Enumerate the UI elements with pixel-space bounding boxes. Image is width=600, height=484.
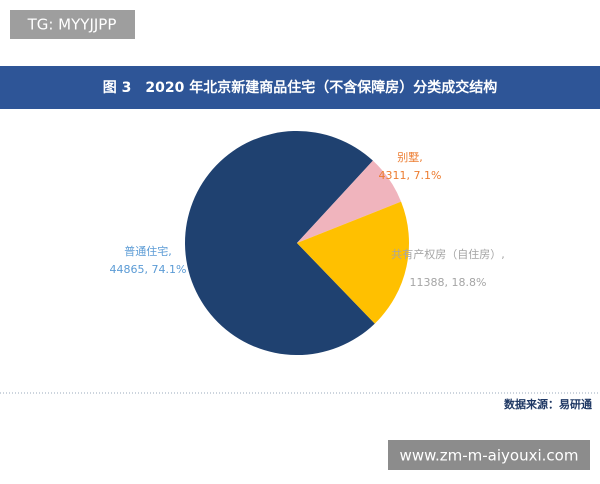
pie-slice <box>297 160 402 243</box>
watermark: www.zm-m-aiyouxi.com <box>400 447 579 465</box>
pie-slice <box>185 131 375 355</box>
pie: 普通住宅, 44865, 74.1% 别墅, 4311, 7.1% 共有产权房（自住房）… <box>110 131 505 355</box>
title-band <box>0 66 600 109</box>
chart-title: 图 3 2020 年北京新建商品住宅（不含保障房）分类成交结构 <box>103 79 497 96</box>
slice-value-label: 11388, 18.8% <box>410 276 487 289</box>
watermark-box <box>388 440 590 470</box>
slice-category: 普通住宅, <box>124 244 172 258</box>
source: 数据来源：易研通 <box>504 397 592 411</box>
slice-category: 别墅, <box>397 151 423 164</box>
watermark-box <box>10 10 135 39</box>
pie-slice <box>297 201 410 324</box>
slice-value-label: 44865, 74.1% <box>110 263 187 276</box>
watermark: TG: MYYJJPP <box>27 16 117 34</box>
slice-category: 共有产权房（自住房）, <box>391 247 505 261</box>
slice-value-label: 4311, 7.1% <box>379 169 442 182</box>
